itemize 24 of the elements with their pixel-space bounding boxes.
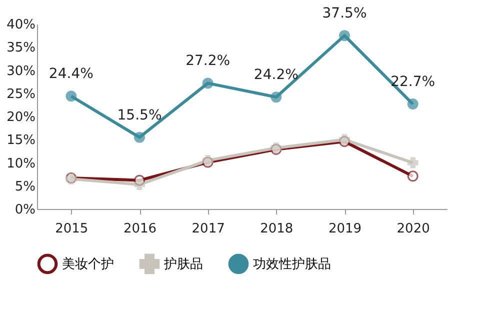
data-label: 24.4% <box>48 66 94 82</box>
x-tick-label: 2019 <box>328 222 362 236</box>
y-tick-label: 15% <box>6 133 36 148</box>
y-tick-label: 5% <box>14 179 36 194</box>
y-tick-label: 0% <box>14 202 36 218</box>
data-label: 37.5% <box>322 6 367 22</box>
x-tick-label: 2015 <box>55 222 88 236</box>
y-tick-label: 35% <box>6 40 36 56</box>
x-tick-label: 2017 <box>192 222 225 236</box>
y-tick-label: 30% <box>6 64 36 79</box>
legend-label: 美妆个护 <box>62 256 114 272</box>
y-tick-label: 10% <box>6 156 36 172</box>
x-tick-label: 2016 <box>123 222 157 236</box>
x-tick-label: 2018 <box>260 222 294 236</box>
legend-label: 功效性护肤品 <box>253 256 331 272</box>
data-label: 15.5% <box>117 107 162 124</box>
data-label: 22.7% <box>390 74 436 90</box>
legend-label: 护肤品 <box>163 256 203 272</box>
y-tick-label: 40% <box>6 18 36 32</box>
data-label: 24.2% <box>254 67 298 84</box>
data-label: 27.2% <box>186 53 230 70</box>
y-tick-label: 20% <box>6 110 36 125</box>
x-tick-label: 2020 <box>396 222 430 236</box>
y-tick-label: 25% <box>6 86 36 102</box>
